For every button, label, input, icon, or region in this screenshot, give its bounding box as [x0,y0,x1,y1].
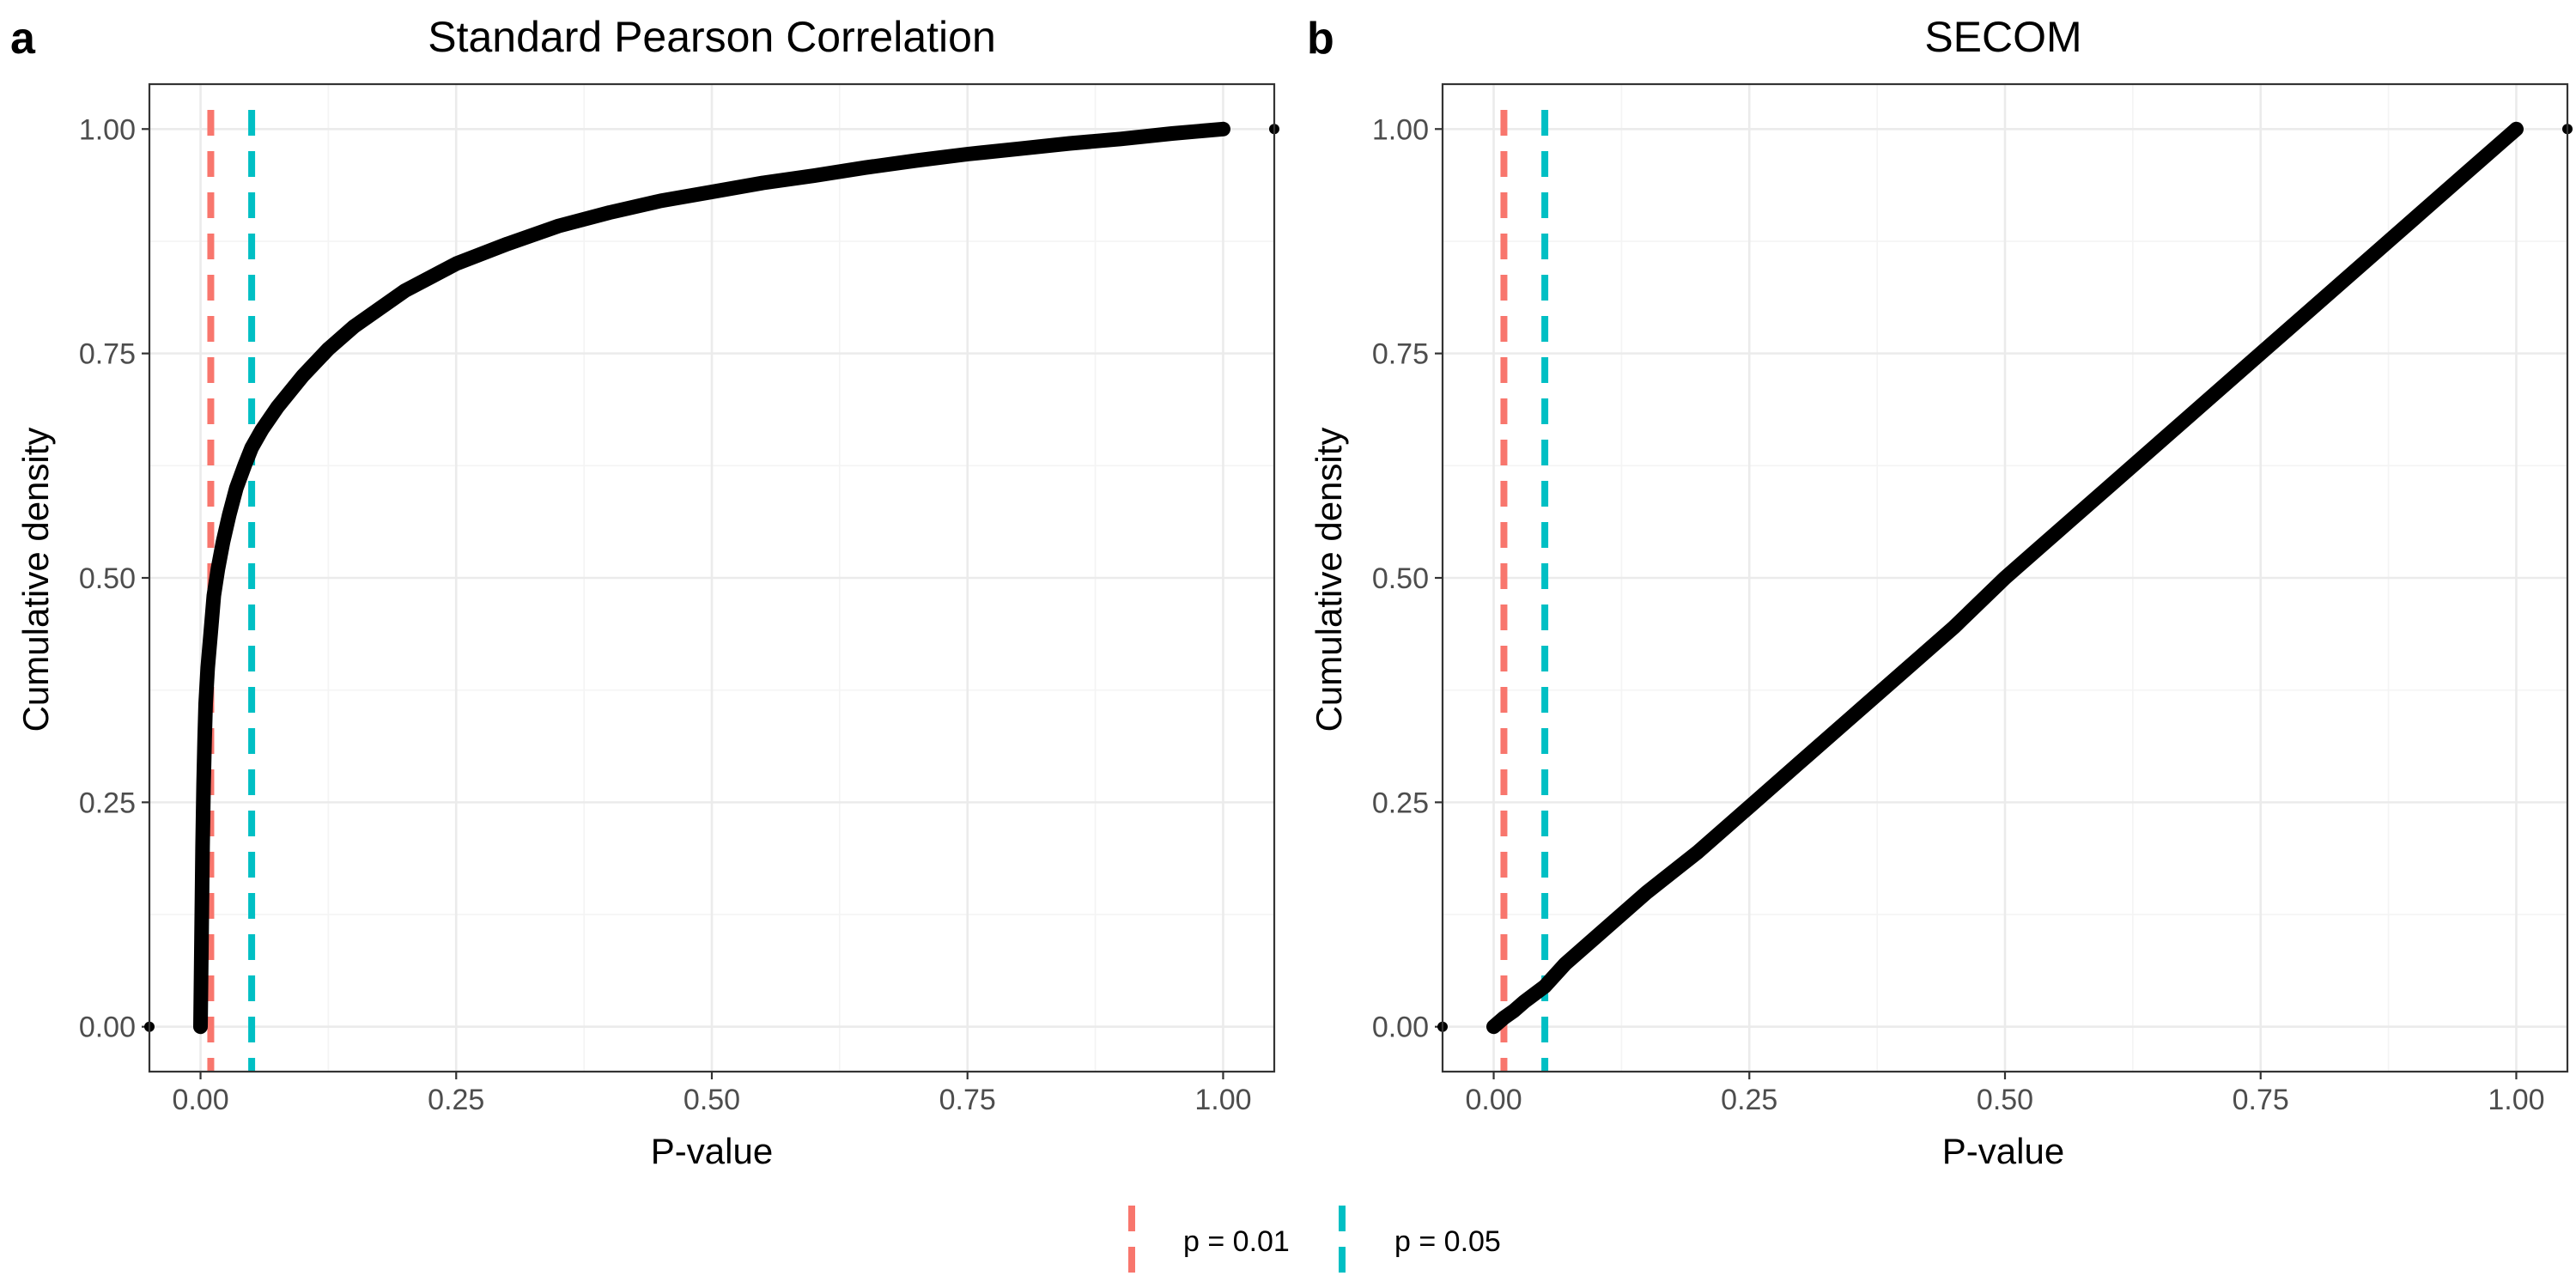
x-tick-label: 0.00 [1465,1084,1522,1116]
panel-tag: a [10,14,36,64]
y-tick-label: 1.00 [79,113,136,146]
legend-label-p005: p = 0.05 [1394,1225,1501,1258]
x-tick-label: 0.75 [2233,1084,2289,1116]
x-tick-label: 0.25 [1721,1084,1777,1116]
x-tick-label: 0.50 [1977,1084,2033,1116]
panel-b: b SECOM P-value Cumulative density 0.00 0… [1307,13,2573,1171]
x-tick-label: 1.00 [2488,1084,2544,1116]
y-axis-title: Cumulative density [15,428,56,732]
panel-title: SECOM [1924,13,2081,61]
panel-border [1441,82,2569,1073]
panel-border [148,82,1276,1073]
y-tick-label: 0.75 [79,338,136,371]
panel-a: a Standard Pearson Correlation P-value C… [10,13,1279,1171]
plot-area: 0.00 0.25 0.50 0.75 1.00 0.00 0.25 0.50 0.75 1.00 [79,82,1279,1116]
x-tick-label: 0.75 [939,1084,996,1116]
y-tick-label: 0.75 [1372,338,1429,371]
y-tick-label: 1.00 [1372,113,1429,146]
y-tick-label: 0.50 [79,562,136,595]
legend: p = 0.01 p = 0.05 [1128,1206,1501,1273]
plot-area: 0.00 0.25 0.50 0.75 1.00 0.00 0.25 0.50 0.75 1.00 [1372,82,2573,1116]
y-tick-label: 0.25 [1372,787,1429,819]
panel-title: Standard Pearson Correlation [428,13,996,61]
y-tick-label: 0.25 [79,787,136,819]
y-tick-label: 0.50 [1372,562,1429,595]
x-tick-label: 1.00 [1194,1084,1251,1116]
x-axis-title: P-value [1942,1131,2064,1171]
y-tick-label: 0.00 [79,1012,136,1044]
y-axis-title: Cumulative density [1309,428,1349,732]
x-tick-label: 0.25 [428,1084,484,1116]
x-axis-title: P-value [651,1131,773,1171]
x-tick-label: 0.50 [683,1084,740,1116]
series-line [193,121,1230,1035]
y-tick-label: 0.00 [1372,1012,1429,1044]
legend-label-p001: p = 0.01 [1183,1225,1290,1258]
series-line [1486,121,2524,1035]
x-tick-label: 0.00 [172,1084,228,1116]
panel-tag: b [1307,14,1334,64]
